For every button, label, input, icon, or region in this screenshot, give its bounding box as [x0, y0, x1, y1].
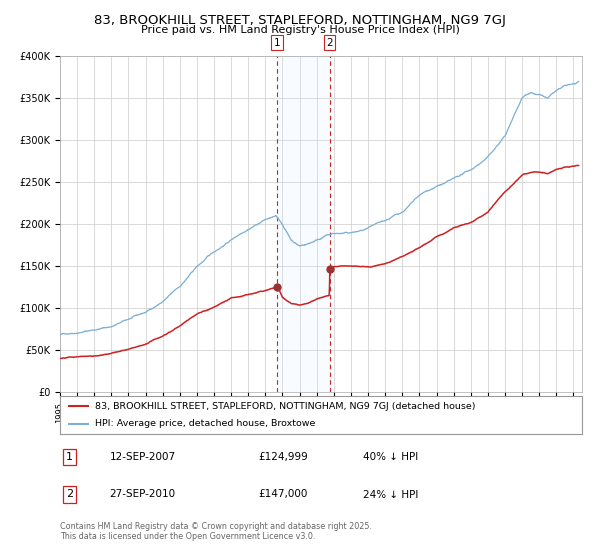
Text: 27-SEP-2010: 27-SEP-2010 — [110, 489, 176, 500]
Text: 1: 1 — [66, 452, 73, 462]
Text: 2: 2 — [326, 38, 333, 48]
Text: HPI: Average price, detached house, Broxtowe: HPI: Average price, detached house, Brox… — [95, 419, 316, 428]
Bar — [277, 56, 329, 392]
Text: £124,999: £124,999 — [259, 452, 308, 462]
Text: 24% ↓ HPI: 24% ↓ HPI — [363, 489, 418, 500]
Text: £147,000: £147,000 — [259, 489, 308, 500]
Text: 2: 2 — [66, 489, 73, 500]
Text: 83, BROOKHILL STREET, STAPLEFORD, NOTTINGHAM, NG9 7GJ: 83, BROOKHILL STREET, STAPLEFORD, NOTTIN… — [94, 14, 506, 27]
Text: 1: 1 — [274, 38, 281, 48]
Text: Price paid vs. HM Land Registry's House Price Index (HPI): Price paid vs. HM Land Registry's House … — [140, 25, 460, 35]
Text: 83, BROOKHILL STREET, STAPLEFORD, NOTTINGHAM, NG9 7GJ (detached house): 83, BROOKHILL STREET, STAPLEFORD, NOTTIN… — [95, 402, 476, 410]
Text: 40% ↓ HPI: 40% ↓ HPI — [363, 452, 418, 462]
Text: Contains HM Land Registry data © Crown copyright and database right 2025.
This d: Contains HM Land Registry data © Crown c… — [60, 522, 372, 542]
Text: 12-SEP-2007: 12-SEP-2007 — [110, 452, 176, 462]
